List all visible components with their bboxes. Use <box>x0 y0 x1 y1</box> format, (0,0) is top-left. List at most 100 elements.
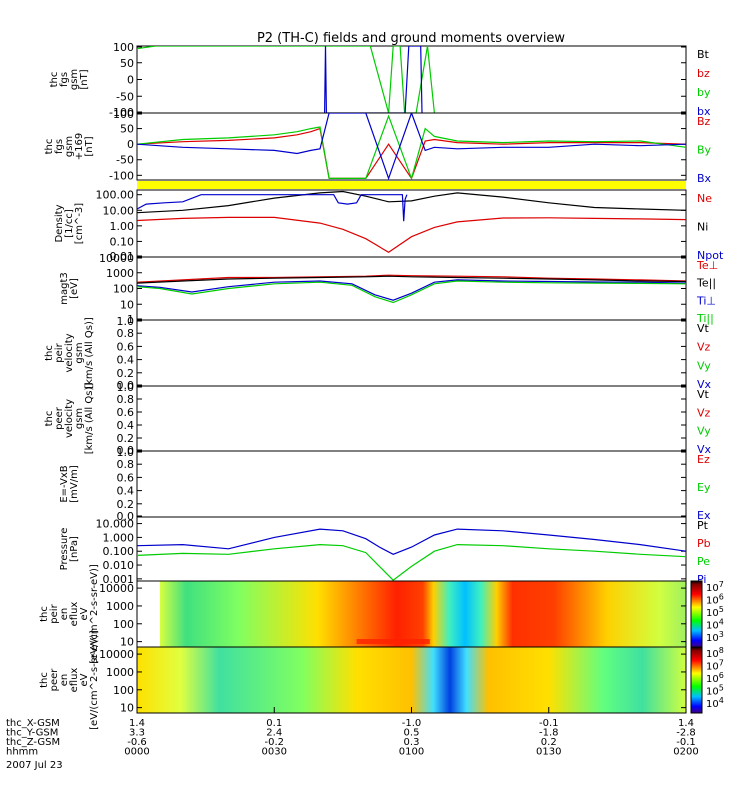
panel-frame <box>136 112 687 181</box>
panel-fgl: 100 50 0 -50 -100 thc fgs gsm +169 [nT] Bz By Bx <box>44 108 712 185</box>
y-tick-label: -100 <box>109 169 134 182</box>
y-axis-label: [eV] <box>69 278 80 299</box>
x-axis-value: -0.6 <box>127 737 147 748</box>
y-tick-label: 0.01 <box>110 250 135 263</box>
y-axis-label: peer <box>49 668 60 692</box>
y-tick-label: 0.4 <box>117 419 135 432</box>
y-axis-label: peer <box>54 406 65 430</box>
y-tick-label: 0.001 <box>103 573 135 586</box>
y-axis-label: velocity <box>64 399 75 438</box>
colorbar-tick-label: 105 <box>706 684 724 698</box>
y-tick-label: 0.0 <box>117 444 135 457</box>
y-axis-label: [nPa] <box>69 536 80 562</box>
y-axis-label: en <box>59 608 70 621</box>
y-axis-label: [nT] <box>79 69 90 89</box>
y-axis-label: fgs <box>54 139 65 154</box>
series-line-Bz <box>137 127 686 180</box>
legend-entry: Te⊥ <box>696 259 718 272</box>
y-tick-label: 1.0 <box>117 446 135 459</box>
y-axis-label: Density <box>54 204 65 242</box>
x-axis-value: 0000 <box>124 747 149 758</box>
y-axis-label: thc <box>49 72 60 88</box>
legend-entry: Npot <box>697 249 724 262</box>
colorbar-tick-label: 108 <box>706 646 724 660</box>
mode-indicator-bar <box>137 181 686 189</box>
legend-entry: Pb <box>697 537 711 550</box>
series-line-Ne <box>137 216 686 254</box>
x-axis-value: -1.8 <box>539 728 559 739</box>
y-tick-label: 0.4 <box>117 354 135 367</box>
figure-title: P2 (TH-C) fields and ground moments over… <box>257 31 565 46</box>
y-axis-label: [nT] <box>84 136 95 156</box>
series-line-Pi <box>137 528 686 555</box>
x-axis-value: 0.2 <box>541 737 557 748</box>
legend-entry: bx <box>697 105 711 118</box>
y-tick-label: 0.8 <box>117 393 135 406</box>
colorbar-tick-label: 107 <box>706 659 724 673</box>
y-tick-label: 100 <box>113 108 134 121</box>
y-tick-label: 0 <box>127 74 134 87</box>
y-tick-label: 100 <box>113 684 134 697</box>
y-axis-label: peir <box>54 342 65 362</box>
y-tick-label: 0.2 <box>117 432 135 445</box>
y-axis-label: thc <box>39 672 50 688</box>
series-line-Npot <box>137 194 408 222</box>
x-axis-value: 2.4 <box>266 728 282 739</box>
y-tick-label: 0.2 <box>117 367 135 380</box>
y-tick-label: 0.010 <box>103 559 135 572</box>
y-tick-label: 10000 <box>99 252 134 265</box>
x-axis-value: 0.3 <box>404 737 420 748</box>
x-axis-row-label: thc_X-GSM <box>6 718 60 729</box>
y-axis-label: peir <box>49 603 60 623</box>
y-tick-label: 0.2 <box>117 498 135 511</box>
series-line-Ni <box>137 190 686 214</box>
spectrogram-image <box>137 647 686 713</box>
legend-entry: Vz <box>697 341 711 354</box>
y-tick-label: 100.00 <box>96 189 135 202</box>
x-axis-value: -1.0 <box>402 718 422 729</box>
y-tick-label: -100 <box>109 106 134 119</box>
legend-entry: Ey <box>697 481 711 494</box>
y-axis-label: eflux <box>69 602 80 627</box>
legend-entry: Pe <box>697 555 710 568</box>
y-axis-label: gsm <box>64 136 75 157</box>
y-tick-label: 0.4 <box>117 485 135 498</box>
y-tick-label: 0.0 <box>117 379 135 392</box>
series-line-By <box>137 114 686 180</box>
legend-entry: Pt <box>697 519 709 532</box>
y-tick-label: 0.100 <box>103 545 135 558</box>
x-axis-value: 0.1 <box>266 718 282 729</box>
panel-frame <box>136 45 687 114</box>
x-axis-row-label: thc_Z-GSM <box>6 737 60 748</box>
y-tick-label: 10000 <box>99 648 134 661</box>
y-tick-label: 10.000 <box>96 518 135 531</box>
y-axis-label: Pressure <box>59 528 70 571</box>
y-axis-label: [eV/(cm^2-s-sr-eV)] <box>89 564 100 664</box>
series-line-Ti <box>137 279 686 301</box>
legend-entry: Bz <box>697 115 711 128</box>
legend-entry: Bx <box>697 172 712 185</box>
y-tick-label: 100 <box>113 41 134 54</box>
legend-entry: Vz <box>697 406 711 419</box>
y-tick-label: 10 <box>120 636 134 649</box>
y-axis-label: en <box>59 674 70 687</box>
legend-entry: Ex <box>697 509 711 522</box>
x-axis-value: -0.1 <box>539 718 559 729</box>
legend-entry: by <box>697 86 711 99</box>
y-axis-label: gsm <box>74 408 85 429</box>
y-axis-label: magt3 <box>59 272 70 305</box>
legend-entry: Ti|| <box>696 312 714 325</box>
colorbar-tick-label: 106 <box>706 671 724 685</box>
colorbar-tick-label: 107 <box>706 580 724 594</box>
y-axis-label: [km/s (All Qs)] <box>84 317 95 389</box>
series-line-by <box>137 46 435 113</box>
panel-frame <box>136 385 687 452</box>
x-axis-value: -0.1 <box>676 737 696 748</box>
y-tick-label: 10000 <box>99 582 134 595</box>
x-axis-annotation: thc_X-GSM 1.4 0.1 -1.0 -0.1 1.4 thc_Y-GSM 3.3 2.… <box>6 707 699 771</box>
y-axis-label: [km/s (All Qs)] <box>84 383 95 455</box>
